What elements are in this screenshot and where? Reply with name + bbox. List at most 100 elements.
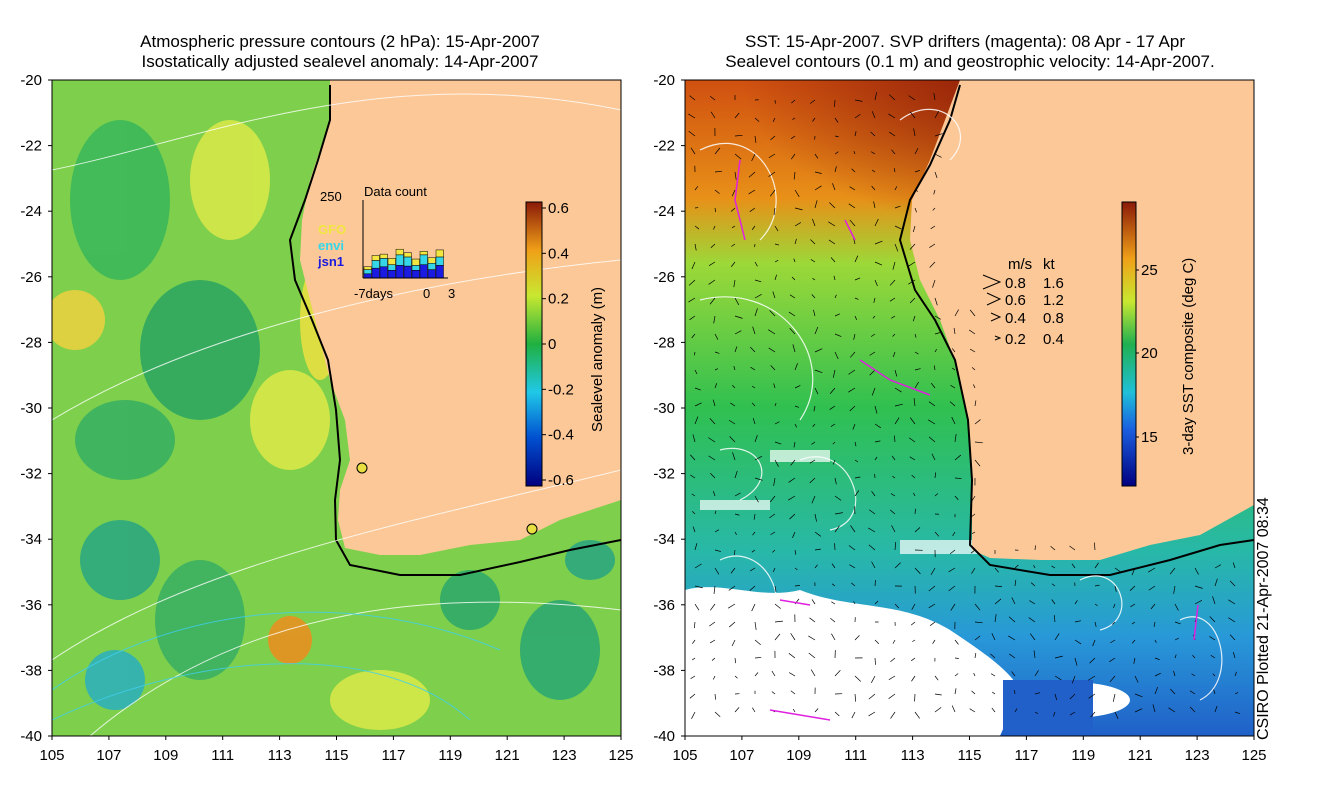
velocity-vector [849,405,856,412]
velocity-vector [908,279,916,285]
velocity-vector [714,383,718,389]
velocity-vector [931,453,936,461]
right-x-tick-label: 115 [958,747,982,764]
velocity-vector [1174,654,1177,659]
velocity-vector [952,531,956,537]
velocity-vector [730,567,736,574]
map-axes: 105 107 109 111 113 115 117 119 121 123 125 -20 -22 -… [20,72,1266,764]
velocity-vector [690,147,696,155]
velocity-vector [814,326,819,335]
velocity-vector [1069,711,1076,716]
velocity-vector [752,707,756,713]
velocity-vector [929,621,936,626]
velocity-vector [712,675,716,680]
velocity-vector [1054,633,1060,641]
velocity-vector [1051,565,1056,569]
velocity-vector [890,711,896,719]
velocity-vector [793,171,796,180]
velocity-vector [934,133,943,137]
velocity-vector [910,621,916,626]
velocity-vector [849,564,856,569]
velocity-vector [808,652,816,659]
velocity-vector [789,672,796,677]
velocity-vector [1154,686,1159,695]
velocity-vector [812,117,816,122]
right-y-tick-label: -22 [653,138,675,155]
velocity-vector [714,567,720,575]
velocity-vector [754,117,760,122]
velocity-vector [710,603,716,611]
velocity-vector [734,112,740,119]
velocity-vector [813,309,816,317]
velocity-vector [871,185,876,191]
velocity-vector [854,693,857,702]
velocity-vector [1109,675,1116,683]
velocity-vector [794,405,800,408]
left-y-tick-label: -20 [20,72,42,89]
velocity-vector [830,257,836,263]
velocity-vector [1232,652,1236,659]
velocity-vector [914,351,919,355]
velocity-vector [751,385,756,389]
velocity-vector [974,400,977,407]
right-colorbar-label: 3-day SST composite (deg C) [1180,258,1197,455]
inset-legend-jsn1: jsn1 [317,254,344,269]
velocity-vector [810,259,816,263]
velocity-vector [754,261,758,267]
velocity-vector [791,276,796,281]
velocity-vector [914,527,921,533]
velocity-vector [874,600,879,605]
velocity-vector [688,279,696,286]
velocity-vector [914,147,919,155]
velocity-vector [970,549,976,554]
velocity-vector [892,351,896,358]
velocity-vector [892,333,896,337]
inset-bar-GFO [403,252,412,258]
velocity-vector [1214,564,1222,569]
right-x-tick-label: 111 [844,747,867,764]
velocity-vector [1229,634,1236,641]
velocity-vector [691,510,696,515]
velocity-vector [974,652,977,659]
velocity-vector [774,459,779,467]
velocity-vector [814,513,817,522]
velocity-vector [1030,582,1036,587]
velocity-vector [950,385,956,389]
velocity-vector [814,548,821,551]
velocity-vector [814,369,823,374]
inset-bar-envi [411,265,420,271]
right-land-australia [910,80,1254,560]
velocity-vector [1011,597,1016,605]
velocity-vector [734,315,743,319]
velocity-vector [971,690,976,695]
velocity-vector [811,294,816,299]
velocity-vector [794,222,802,227]
velocity-vector [1173,585,1176,594]
velocity-vector [688,297,696,303]
velocity-vector [814,200,818,209]
right-colorbar-gradient [1121,201,1137,487]
velocity-vector [974,459,981,467]
velocity-vector [1109,657,1116,663]
left-colorbar-tick: -0.2 [548,381,574,398]
velocity-vector [1234,671,1237,677]
velocity-vector [894,205,901,209]
left-x-tick-label: 111 [211,747,234,764]
right-cold-patch [1003,680,1093,736]
velocity-vector [934,693,942,696]
velocity-vector [794,207,803,211]
velocity-scale-arrow [990,312,1002,322]
velocity-vector [734,531,737,535]
velocity-vector [834,525,840,533]
velocity-vector [1174,621,1181,625]
velocity-vector [709,621,716,627]
velocity-vector [710,111,716,119]
velocity-vector [1053,711,1056,717]
velocity-vector [849,186,856,191]
velocity-vector [754,495,759,503]
velocity-vector [1088,693,1096,699]
velocity-vector [971,367,976,371]
velocity-vector [928,401,936,407]
velocity-vector [710,243,716,249]
velocity-vector [871,561,876,569]
